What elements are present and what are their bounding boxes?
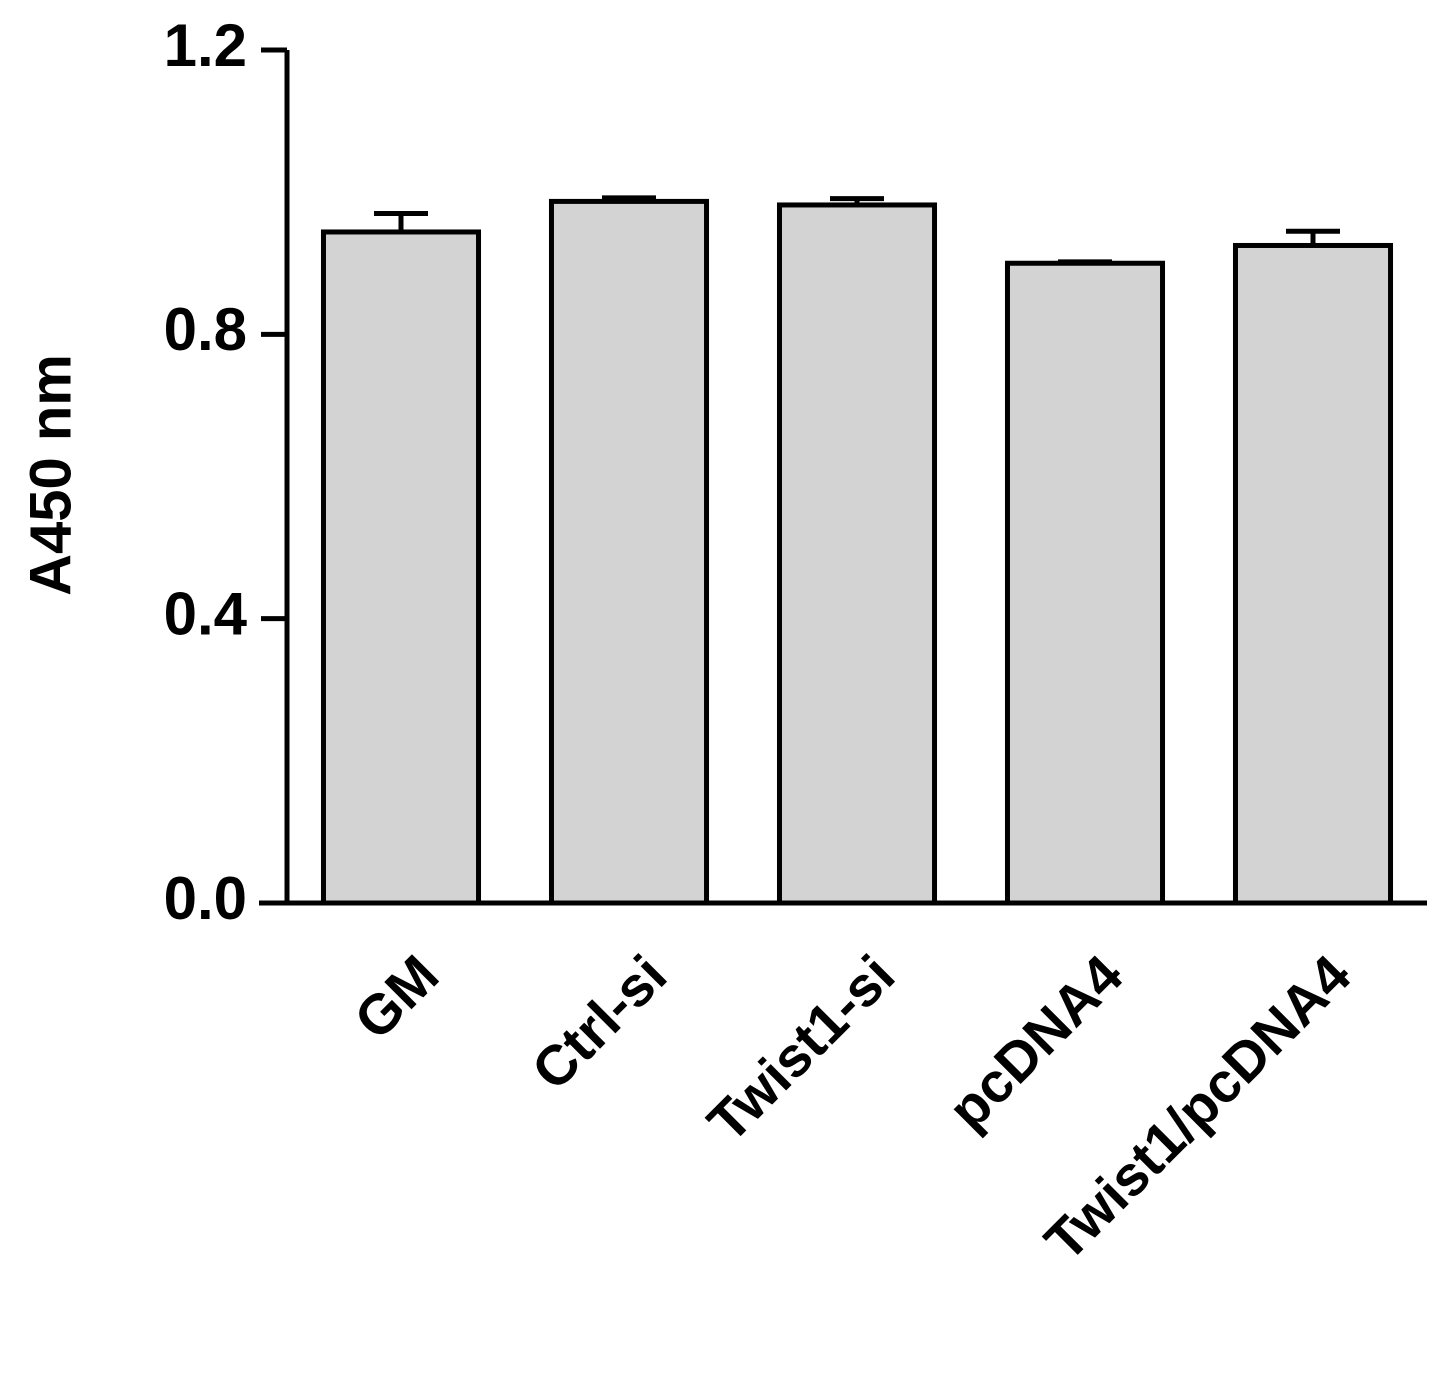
x-tick-label: GM [342,943,450,1051]
y-tick-label: 1.2 [164,12,247,79]
bar [1232,242,1394,906]
x-tick-label: Twist1-si [695,943,906,1154]
bar [548,198,710,906]
bar [1004,260,1166,906]
bar [320,229,482,906]
bar [776,202,938,906]
y-tick-label: 0.4 [164,581,248,648]
error-bar [1286,228,1340,246]
y-axis-title: A450 nm [18,354,83,596]
y-tick-label: 0.0 [164,865,247,932]
x-tick-label: pcDNA4 [936,943,1135,1142]
y-tick-label: 0.8 [164,296,247,363]
error-bar [374,210,428,232]
x-tick-label: Ctrl-si [519,943,678,1102]
error-bar [1058,259,1112,265]
error-bar [602,195,656,202]
error-bar [830,196,884,205]
